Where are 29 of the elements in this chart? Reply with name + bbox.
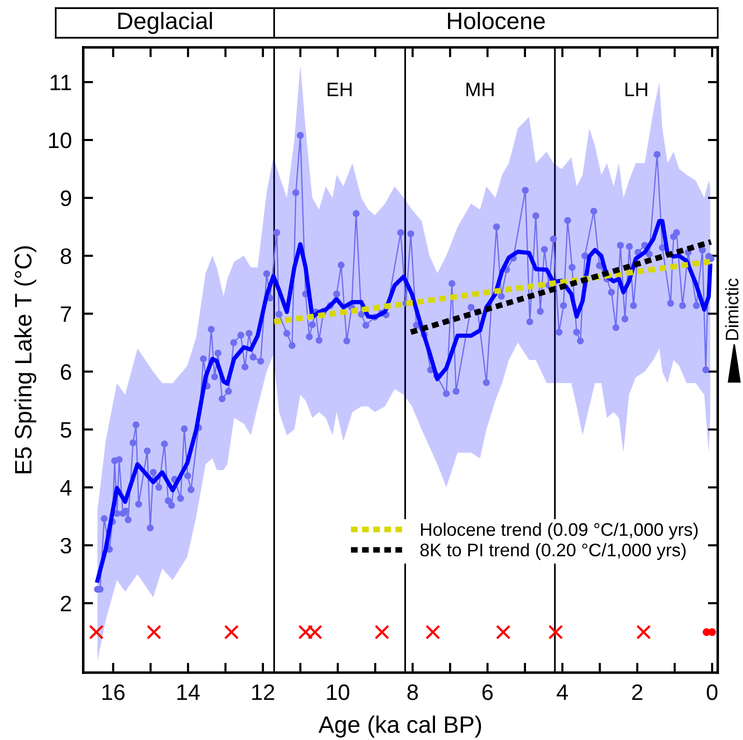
text: Dimictic	[725, 278, 738, 340]
x-tick-label: 4	[556, 684, 568, 700]
y-tick-label: 8	[60, 248, 72, 264]
y-tick-label: 11	[50, 74, 72, 90]
x-tick-label: 6	[482, 684, 493, 700]
y-tick-label: 3	[60, 538, 72, 554]
x-tick-label: 14	[177, 684, 200, 700]
y-tick-label: 10	[49, 132, 72, 148]
legend-label: 8K to PI trend (0.20 °C/1,000 yrs)	[420, 543, 686, 560]
text: Holocene	[448, 12, 545, 30]
y-tick-label: 6	[60, 364, 72, 380]
x-tick-label: 16	[102, 684, 125, 700]
y-tick-label: 2	[60, 596, 71, 612]
y-tick-label: 9	[60, 190, 72, 206]
annotation: MH	[466, 82, 494, 96]
y-tick-label: 4	[60, 480, 72, 496]
legend-label: Holocene trend (0.09 °C/1,000 yrs)	[421, 522, 698, 540]
x-tick-label: 0	[706, 684, 718, 700]
y-tick-label: 7	[60, 306, 71, 322]
y-tick-label: 5	[60, 422, 72, 438]
y-axis-title: E5 Spring Lake T (°C)	[14, 246, 36, 474]
text: Deglacial	[118, 12, 212, 34]
x-tick-label: 10	[327, 684, 350, 700]
annotation: LH	[625, 82, 648, 96]
x-tick-label: 12	[252, 684, 274, 700]
x-tick-label: 2	[632, 684, 642, 700]
annotation: EH	[328, 82, 352, 96]
x-axis-title: Age (ka cal BP)	[318, 716, 482, 738]
x-tick-label: 8	[407, 684, 418, 700]
